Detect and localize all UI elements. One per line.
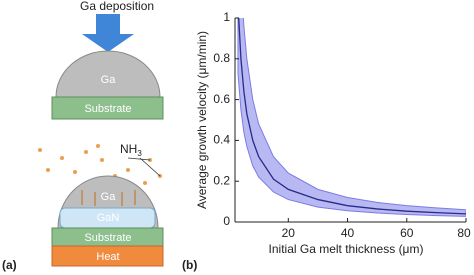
- bottom-substrate-label: Substrate: [84, 232, 131, 244]
- y-tick-label: 0.8: [213, 51, 230, 65]
- molecules: [38, 144, 162, 185]
- plot-area: [237, 18, 466, 217]
- heat-label: Heat: [96, 251, 119, 263]
- deposition-arrow: [82, 14, 134, 52]
- gas-sub: 3: [137, 149, 142, 158]
- heat-block: [51, 245, 164, 267]
- top-drop-label: Ga: [101, 74, 117, 86]
- top-substrate-label: Substrate: [84, 103, 131, 115]
- deposition-label: Ga deposition: [80, 0, 154, 13]
- y-tick-label: 0.4: [213, 133, 230, 147]
- x-tick-label: 20: [282, 226, 296, 240]
- top-substrate: [51, 96, 164, 120]
- gan-label: GaN: [97, 212, 120, 224]
- x-tick-label: 40: [341, 226, 355, 240]
- y-tick-label: 0: [223, 214, 230, 228]
- flux-arrows: [81, 190, 136, 206]
- y-tick-label: 1: [223, 10, 230, 24]
- gas-main: NH: [120, 142, 137, 156]
- gas-label: NH3: [120, 142, 142, 158]
- bottom-drop-label: Ga: [101, 191, 117, 203]
- mean-line: [238, 18, 466, 215]
- panel-a-label: (a): [2, 258, 17, 272]
- y-tick-label: 0.2: [213, 173, 230, 187]
- top-drop: [55, 50, 161, 98]
- panel-b-label: (b): [182, 258, 197, 272]
- confidence-band: [237, 18, 466, 217]
- y-axis-title: Average growth velocity (μm/min): [195, 31, 209, 209]
- x-tick-label: 80: [457, 226, 471, 240]
- x-tick-label: 60: [400, 226, 414, 240]
- x-axis-title: Initial Ga melt thickness (μm): [269, 242, 424, 256]
- y-tick-label: 0.6: [213, 92, 230, 106]
- gas-pointers: [127, 157, 161, 177]
